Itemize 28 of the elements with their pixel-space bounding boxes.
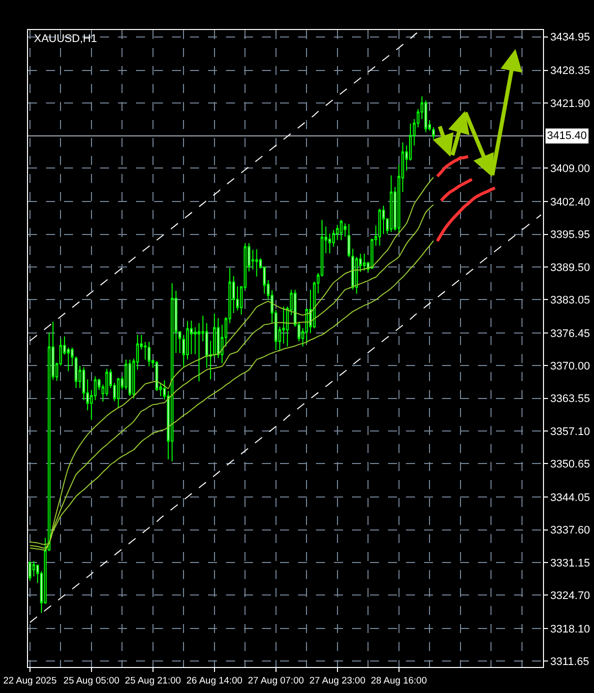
y-tick-label: 3376.45 [550,328,590,340]
y-tick-label: 3370.00 [550,360,590,373]
y-tick-label: 3421.90 [550,98,590,110]
y-tick-label: 3311.65 [550,656,590,668]
y-tick-label: 3383.05 [550,294,590,306]
y-tick-label: 3331.15 [550,557,590,570]
chart-title: XAUUSD,H1 [34,32,97,45]
y-tick-label: 3395.95 [550,229,590,242]
y-tick-label: 3428.35 [550,65,590,78]
x-tick-label: 25 Aug 21:00 [124,675,181,686]
y-tick-label: 3344.05 [550,492,590,504]
y-tick-label: 3434.95 [550,32,590,44]
y-tick-label: 3324.70 [550,590,590,602]
ref-line-label: 3415.40 [547,130,587,142]
y-tick-label: 3409.00 [550,163,590,176]
x-tick-label: 27 Aug 07:00 [248,675,304,686]
y-tick-label: 3402.40 [550,196,590,209]
y-tick-label: 3318.10 [550,623,590,636]
y-tick-label: 3357.10 [550,426,590,438]
y-tick-label: 3389.50 [550,262,590,274]
x-tick-label: 25 Aug 05:00 [63,675,120,686]
x-tick-label: 28 Aug 16:00 [370,675,427,686]
x-tick-label: 27 Aug 23:00 [309,675,366,686]
x-tick-label: 22 Aug 2025 [3,675,57,686]
y-tick-label: 3363.55 [550,393,590,406]
y-tick-label: 3337.60 [550,524,590,537]
y-tick-label: 3350.65 [550,458,590,471]
x-tick-label: 26 Aug 14:00 [186,675,242,686]
